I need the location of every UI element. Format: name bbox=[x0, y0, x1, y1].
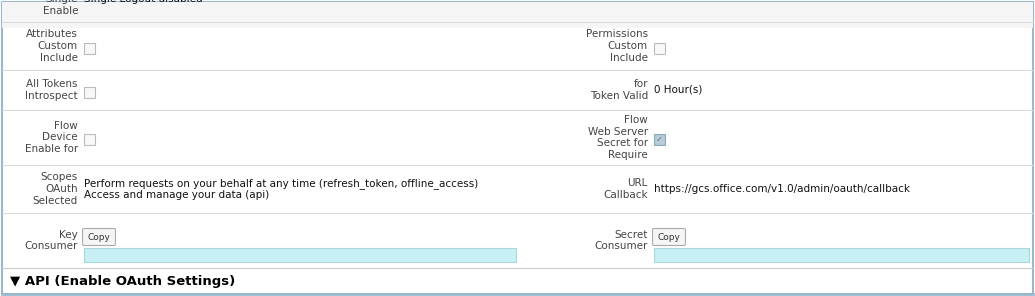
Text: Include: Include bbox=[610, 53, 648, 63]
Text: Permissions: Permissions bbox=[586, 29, 648, 39]
Text: Consumer: Consumer bbox=[25, 241, 78, 251]
Text: Web Server: Web Server bbox=[588, 127, 648, 137]
Text: Flow: Flow bbox=[54, 121, 78, 131]
FancyBboxPatch shape bbox=[83, 229, 116, 245]
Text: Flow: Flow bbox=[624, 115, 648, 125]
Text: Token Valid: Token Valid bbox=[590, 91, 648, 101]
Text: Secret: Secret bbox=[615, 230, 648, 240]
FancyBboxPatch shape bbox=[652, 229, 685, 245]
Text: Single: Single bbox=[46, 0, 78, 4]
Text: Enable for: Enable for bbox=[25, 144, 78, 154]
Text: Key: Key bbox=[59, 230, 78, 240]
Text: All Tokens: All Tokens bbox=[27, 79, 78, 89]
Text: Device: Device bbox=[42, 133, 78, 142]
Text: Selected: Selected bbox=[33, 196, 78, 206]
Text: Copy: Copy bbox=[88, 232, 111, 242]
Bar bbox=[84, 134, 95, 145]
Bar bbox=[84, 248, 516, 262]
Text: Introspect: Introspect bbox=[26, 91, 78, 101]
Text: Require: Require bbox=[609, 150, 648, 160]
Text: Callback: Callback bbox=[603, 190, 648, 200]
Text: ▼ API (Enable OAuth Settings): ▼ API (Enable OAuth Settings) bbox=[10, 274, 235, 287]
Text: Copy: Copy bbox=[657, 232, 680, 242]
Bar bbox=[654, 43, 666, 54]
Bar bbox=[84, 43, 95, 54]
Bar bbox=[654, 134, 666, 145]
Text: ✓: ✓ bbox=[656, 135, 663, 144]
Text: for: for bbox=[633, 79, 648, 89]
Text: Access and manage your data (api): Access and manage your data (api) bbox=[84, 190, 269, 200]
Text: Custom: Custom bbox=[608, 41, 648, 51]
Text: https://gcs.office.com/v1.0/admin/oauth/callback: https://gcs.office.com/v1.0/admin/oauth/… bbox=[654, 184, 910, 194]
Bar bbox=[654, 248, 1029, 262]
Text: 0 Hour(s): 0 Hour(s) bbox=[654, 85, 703, 95]
Bar bbox=[84, 86, 95, 97]
Text: Single Logout disabled: Single Logout disabled bbox=[84, 0, 203, 4]
Text: Scopes: Scopes bbox=[40, 172, 78, 182]
Text: Attributes: Attributes bbox=[26, 29, 78, 39]
Text: Include: Include bbox=[40, 53, 78, 63]
Text: Custom: Custom bbox=[38, 41, 78, 51]
Text: Perform requests on your behalf at any time (refresh_token, offline_access): Perform requests on your behalf at any t… bbox=[84, 178, 478, 189]
Text: Secret for: Secret for bbox=[597, 138, 648, 148]
Text: Consumer: Consumer bbox=[595, 241, 648, 251]
Text: URL: URL bbox=[627, 178, 648, 188]
Text: Enable: Enable bbox=[42, 6, 78, 16]
Text: OAuth: OAuth bbox=[46, 184, 78, 194]
Bar bbox=[2, 2, 1033, 28]
